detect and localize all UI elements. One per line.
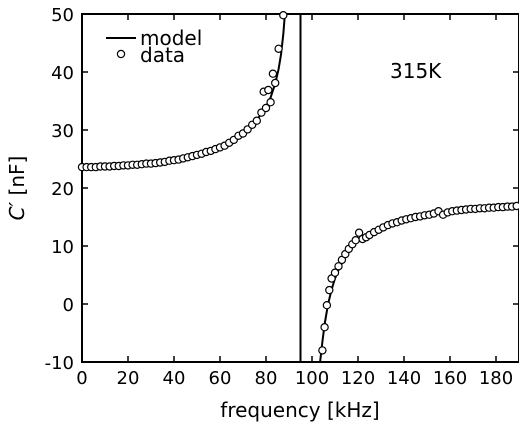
x-tick-label: 20 [117,368,140,389]
legend-data-label: data [140,43,185,67]
data-point [354,228,364,237]
y-tick-label: 0 [63,295,74,316]
x-tick-labels: 0 20 40 60 80 100 120 140 160 180 [76,368,513,389]
data-point [325,285,334,295]
data-point [512,201,519,211]
y-tick-label: 30 [51,121,74,142]
y-axis-label: C′ [nF] [5,156,29,221]
x-tick-label: 80 [255,368,278,389]
data-point [351,235,360,245]
x-tick-label: 100 [295,368,329,389]
data-point [279,11,288,20]
tick-marks [81,13,519,363]
y-tick-label: 10 [51,237,74,258]
data-point [266,97,275,107]
legend: model data [106,26,202,67]
y-tick-label: 40 [51,63,74,84]
x-tick-label: 60 [209,368,232,389]
data-point [322,301,332,310]
data-point [334,262,343,271]
data-point [318,346,327,355]
data-point [261,103,271,113]
x-tick-label: 140 [387,368,421,389]
data-point [252,116,261,125]
legend-data-marker [116,49,126,59]
y-axis-symbol: C′ [5,201,29,220]
x-tick-label: 120 [341,368,375,389]
markers-layer [77,11,519,355]
data-point [330,268,340,277]
y-axis-unit: [nF] [5,156,29,202]
y-tick-label: 50 [51,5,74,26]
model-curve-segment [319,205,519,363]
data-point [271,78,280,88]
x-tick-label: 160 [433,368,467,389]
legend-model-label: model [140,26,202,50]
y-tick-label: 20 [51,179,74,200]
x-tick-label: 180 [479,368,513,389]
y-tick-labels: -10 0 10 20 30 40 50 [45,5,74,374]
data-point [320,323,329,332]
temperature-annotation: 315K [390,59,442,83]
data-point [264,85,273,95]
y-tick-label: -10 [45,353,74,374]
x-tick-label: 40 [163,368,186,389]
x-tick-label: 0 [76,368,87,389]
data-point [274,44,283,54]
data-point [268,69,278,78]
x-axis-label: frequency [kHz] [220,398,379,422]
